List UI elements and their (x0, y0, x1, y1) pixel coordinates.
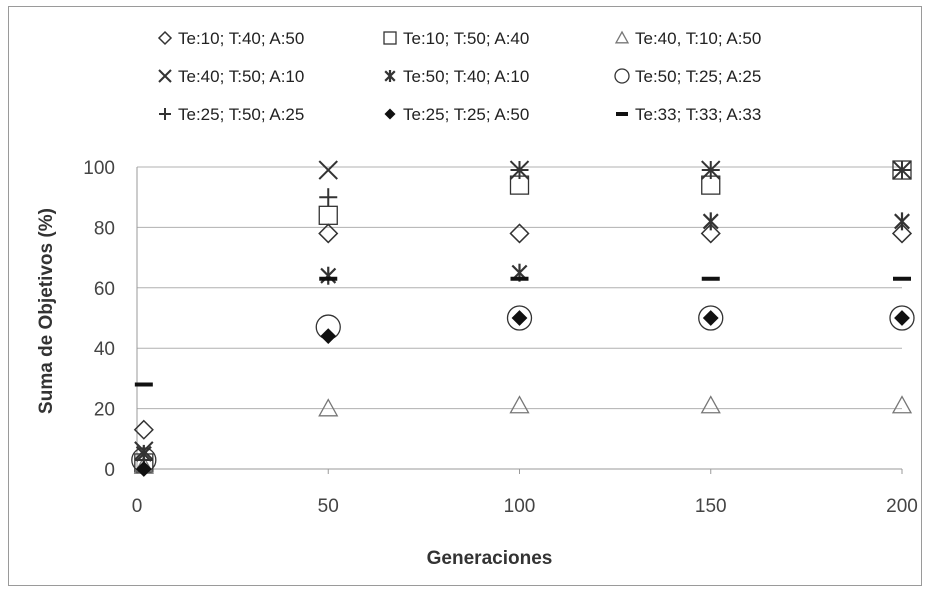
data-point-plus (893, 161, 911, 180)
data-point-diamond-open (891, 223, 913, 244)
legend-marker-square-open (383, 31, 397, 45)
legend-label: Te:50; T:25; A:25 (635, 67, 761, 86)
x-axis-title: Generaciones (427, 548, 553, 569)
legend-marker-plus (159, 108, 171, 120)
y-tick-label: 80 (94, 218, 115, 239)
legend-marker-triangle-open (614, 30, 630, 44)
legend-label: Te:10; T:40; A:50 (178, 29, 304, 48)
data-point-square-open (318, 205, 338, 225)
data-point-diamond-open (700, 223, 721, 244)
legend-marker-asterisk (384, 70, 396, 82)
legend-label: Te:50; T:40; A:10 (403, 67, 529, 86)
y-tick-label: 20 (94, 400, 115, 421)
data-point-x (318, 160, 338, 180)
legend-item: Te:25; T:50; A:25 (159, 105, 304, 124)
data-point-plus (510, 161, 529, 180)
legend-label: Te:25; T:25; A:50 (403, 105, 529, 124)
legend-item: Te:40, T:10; A:50 (614, 29, 761, 48)
legend-label: Te:25; T:50; A:25 (178, 105, 304, 124)
data-point-diamond-filled (511, 310, 528, 326)
data-point-triangle-open (891, 395, 913, 414)
x-tick-label: 50 (318, 496, 339, 517)
data-point-circle-open (506, 305, 533, 331)
y-axis-title: Suma de Objetivos (%) (36, 208, 57, 414)
data-point-asterisk (320, 266, 337, 285)
legend-item: Te:40; T:50; A:10 (158, 67, 304, 86)
legend-item: Te:25; T:25; A:50 (384, 105, 529, 124)
data-point-triangle-open (509, 395, 530, 414)
legend-label: Te:33; T:33; A:33 (635, 105, 761, 124)
data-point-triangle-open (318, 398, 339, 417)
data-point-diamond-open (318, 223, 339, 244)
y-tick-label: 0 (104, 460, 115, 481)
legend-label: Te:40; T:50; A:10 (178, 67, 304, 86)
data-point-triangle-open (700, 395, 721, 414)
y-tick-label: 60 (94, 279, 115, 300)
legend-label: Te:40, T:10; A:50 (635, 29, 761, 48)
y-tick-label: 40 (94, 339, 115, 360)
legend-item: Te:50; T:25; A:25 (614, 67, 761, 86)
data-point-diamond-filled (894, 310, 910, 326)
legend-marker-x (158, 69, 172, 83)
data-point-diamond-filled (702, 310, 719, 326)
data-point-diamond-filled (135, 461, 152, 477)
legend-item: Te:10; T:40; A:50 (157, 29, 304, 48)
legend-marker-diamond-open (157, 30, 173, 46)
data-point-plus (701, 161, 720, 180)
data-point-asterisk (894, 212, 910, 231)
data-points (131, 160, 915, 477)
data-point-diamond-filled (320, 328, 337, 345)
legend: Te:10; T:40; A:50 Te:10; T:50; A:40 Te:40,… (157, 29, 761, 124)
y-tick-label: 100 (83, 158, 115, 179)
data-point-diamond-open (509, 223, 530, 244)
legend-marker-diamond-filled (384, 108, 396, 120)
x-tick-label: 200 (886, 496, 918, 517)
data-point-diamond-open (133, 419, 154, 440)
data-point-asterisk (702, 212, 719, 231)
x-tick-label: 150 (695, 496, 727, 517)
gridlines (137, 166, 902, 410)
data-point-circle-open (889, 305, 915, 331)
legend-marker-circle-open (614, 68, 630, 84)
chart-frame (8, 6, 922, 586)
legend-item: Te:10; T:50; A:40 (383, 29, 529, 48)
legend-label: Te:10; T:50; A:40 (403, 29, 529, 48)
x-tick-label: 100 (504, 496, 536, 517)
x-tick-label: 0 (132, 496, 143, 517)
data-point-circle-open (698, 305, 724, 331)
data-point-plus (319, 188, 338, 207)
legend-item: Te:50; T:40; A:10 (384, 67, 529, 86)
legend-item: Te:33; T:33; A:33 (616, 105, 761, 124)
